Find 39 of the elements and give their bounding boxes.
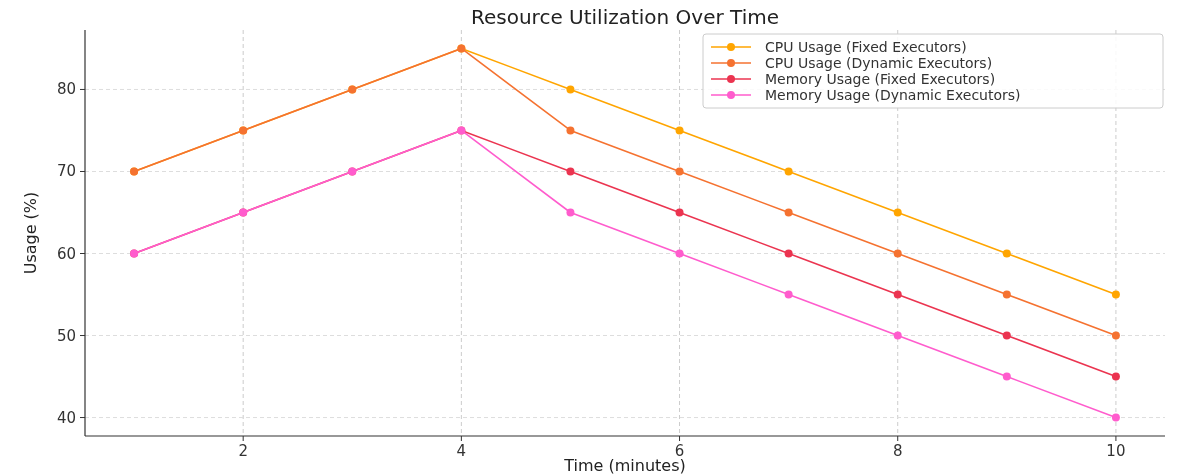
y-tick-label: 80 <box>56 80 76 99</box>
point <box>566 126 575 135</box>
point <box>893 331 902 340</box>
point <box>1002 331 1011 340</box>
point <box>1002 372 1011 381</box>
y-axis-title: Usage (%) <box>21 191 40 275</box>
legend-label: CPU Usage (Dynamic Executors) <box>765 55 993 71</box>
chart-title: Resource Utilization Over Time <box>470 5 780 29</box>
point <box>784 290 793 299</box>
point <box>1111 331 1120 340</box>
legend-label: Memory Usage (Dynamic Executors) <box>765 87 1021 103</box>
point <box>566 167 575 176</box>
point <box>1002 290 1011 299</box>
x-tick-label: 10 <box>1106 442 1126 460</box>
point <box>566 85 575 94</box>
point <box>893 290 902 299</box>
point <box>1111 290 1120 299</box>
point <box>893 249 902 258</box>
y-tick-label: 40 <box>56 408 76 427</box>
x-tick-label: 2 <box>238 442 248 460</box>
x-tick-label: 4 <box>456 442 467 460</box>
legend-label: CPU Usage (Fixed Executors) <box>765 39 967 55</box>
y-tick-label: 70 <box>56 162 76 181</box>
y-tick-label: 60 <box>56 244 76 263</box>
point <box>784 208 793 217</box>
point <box>1002 249 1011 258</box>
point <box>784 167 793 176</box>
legend-label: Memory Usage (Fixed Executors) <box>765 71 996 87</box>
point <box>675 208 684 217</box>
y-tick-label: 50 <box>56 326 76 345</box>
point <box>1111 372 1120 381</box>
point <box>675 249 684 258</box>
x-tick-label: 8 <box>892 442 903 460</box>
point <box>675 167 684 176</box>
point <box>675 126 684 135</box>
point <box>893 208 902 217</box>
point <box>784 249 793 258</box>
point <box>1111 413 1120 422</box>
point <box>566 208 575 217</box>
